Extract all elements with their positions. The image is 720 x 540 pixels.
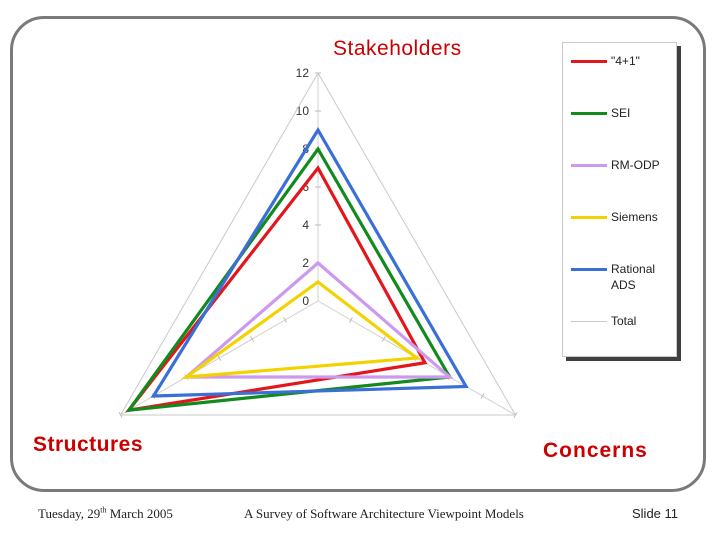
footer-date-sup: th — [100, 505, 107, 515]
axis-tick-mark — [381, 336, 386, 342]
legend-item: SEI — [571, 105, 675, 145]
axis-title-stakeholders: Stakeholders — [333, 37, 462, 60]
r-tick-label: 0 — [302, 294, 309, 308]
legend-label: Siemens — [611, 210, 658, 224]
axis-tick-mark — [217, 355, 222, 361]
legend-item: Total — [571, 313, 675, 353]
legend-swatch — [571, 268, 607, 271]
legend-swatch — [571, 216, 607, 219]
footer-date: Tuesday, 29th March 2005 — [38, 506, 173, 522]
chart-legend: "4+1" SEI RM-ODP Siemens Rational ADS Total — [562, 42, 677, 357]
axis-tick-mark — [348, 317, 353, 323]
r-tick-label: 10 — [296, 104, 310, 118]
slide-number: Slide 11 — [632, 506, 679, 521]
legend-swatch — [571, 112, 607, 115]
axis-tick-mark — [250, 336, 255, 342]
series-line-sei — [125, 146, 453, 413]
legend-label: Total — [611, 314, 637, 328]
legend-label: "4+1" — [611, 54, 640, 68]
series-line-rational-ads — [150, 126, 469, 398]
axis-tick-mark — [480, 393, 485, 399]
legend-label: RM-ODP — [611, 158, 660, 172]
legend-item: Rational ADS — [571, 261, 675, 301]
legend-label: SEI — [611, 106, 631, 120]
r-tick-label: 4 — [302, 218, 309, 232]
footer-date-suffix: March 2005 — [106, 506, 173, 521]
axis-title-structures: Structures — [33, 433, 144, 456]
legend-swatch — [571, 60, 607, 63]
series-line-total — [119, 71, 517, 416]
series-line-4-1 — [125, 165, 428, 413]
footer-date-prefix: Tuesday, 29 — [38, 506, 101, 521]
footer-title: A Survey of Software Architecture Viewpo… — [244, 506, 524, 521]
series-line-rm-odp — [182, 260, 454, 379]
r-tick-label: 2 — [302, 256, 309, 270]
axis-title-concerns: Concerns — [543, 439, 648, 462]
legend-label: Rational ADS — [611, 262, 656, 292]
r-tick-label: 6 — [302, 180, 309, 194]
legend-swatch — [571, 164, 607, 167]
legend-item: RM-ODP — [571, 157, 675, 197]
slide-frame — [10, 16, 706, 492]
legend-item: Siemens — [571, 209, 675, 249]
r-tick-label: 12 — [296, 66, 310, 80]
legend-item: "4+1" — [571, 53, 675, 93]
series-line-siemens — [180, 280, 421, 380]
legend-swatch — [571, 321, 607, 322]
axis-tick-mark — [283, 317, 288, 323]
